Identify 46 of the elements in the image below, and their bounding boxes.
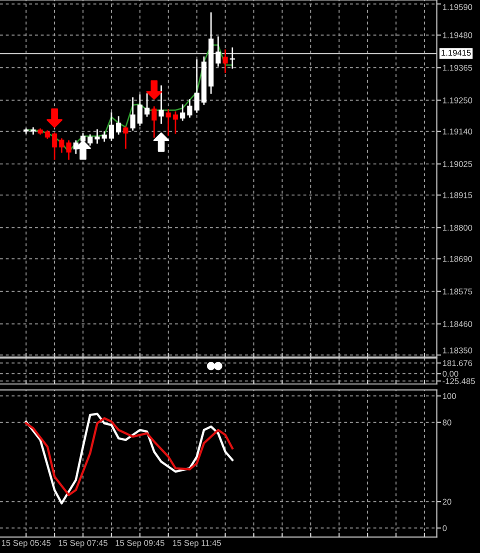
candlestick	[144, 93, 150, 117]
x-tick-label: 15 Sep 05:45	[2, 540, 51, 548]
candlestick	[108, 112, 114, 141]
candlestick	[123, 126, 128, 149]
candlestick	[216, 36, 221, 67]
candlestick	[166, 109, 171, 136]
y-tick-label: 1.19025	[442, 161, 472, 168]
candlestick	[158, 85, 164, 124]
candlestick	[94, 129, 100, 144]
ref-line-label: 1.19415	[442, 50, 471, 56]
y-tick-label: 80	[442, 420, 452, 426]
y-tick-label: 1.18915	[442, 192, 472, 198]
candlestick	[116, 116, 122, 135]
y-tick-label: 181.676	[442, 360, 472, 366]
candlestick	[102, 131, 107, 142]
y-tick-label: 0	[442, 525, 447, 532]
candlestick	[152, 106, 157, 138]
candlestick	[24, 128, 29, 134]
y-tick-label: 20	[442, 498, 452, 505]
y-tick-label: 1.18690	[442, 256, 472, 262]
y-tick-label: 1.19140	[442, 128, 472, 134]
y-tick-label: 0.00	[442, 370, 458, 377]
candlestick	[222, 49, 228, 73]
candlestick	[59, 138, 64, 153]
x-tick-label: 15 Sep 09:45	[116, 540, 164, 548]
candlestick	[137, 94, 142, 126]
candlestick	[172, 111, 178, 134]
y-tick-label: -125.485	[442, 378, 475, 384]
x-tick-label: 15 Sep 07:45	[58, 540, 108, 548]
candlestick	[194, 59, 200, 113]
y-tick-label: 100	[442, 393, 456, 400]
candlestick	[180, 104, 186, 121]
y-tick-label: 1.18460	[442, 321, 472, 327]
candlestick	[30, 127, 36, 135]
y-tick-label: 1.19365	[442, 64, 472, 71]
candlestick	[66, 140, 72, 160]
y-tick-label: 1.18575	[442, 288, 472, 294]
y-tick-label: 1.19250	[442, 97, 472, 104]
candlestick	[52, 132, 58, 160]
y-tick-label: 1.18350	[442, 347, 472, 354]
candlestick	[130, 97, 136, 131]
candlestick	[187, 99, 192, 118]
y-tick-label: 1.19590	[442, 4, 472, 10]
x-tick-label: 15 Sep 11:45	[172, 540, 221, 548]
y-tick-label: 1.18800	[442, 224, 472, 231]
y-tick-label: 1.19480	[442, 32, 472, 38]
